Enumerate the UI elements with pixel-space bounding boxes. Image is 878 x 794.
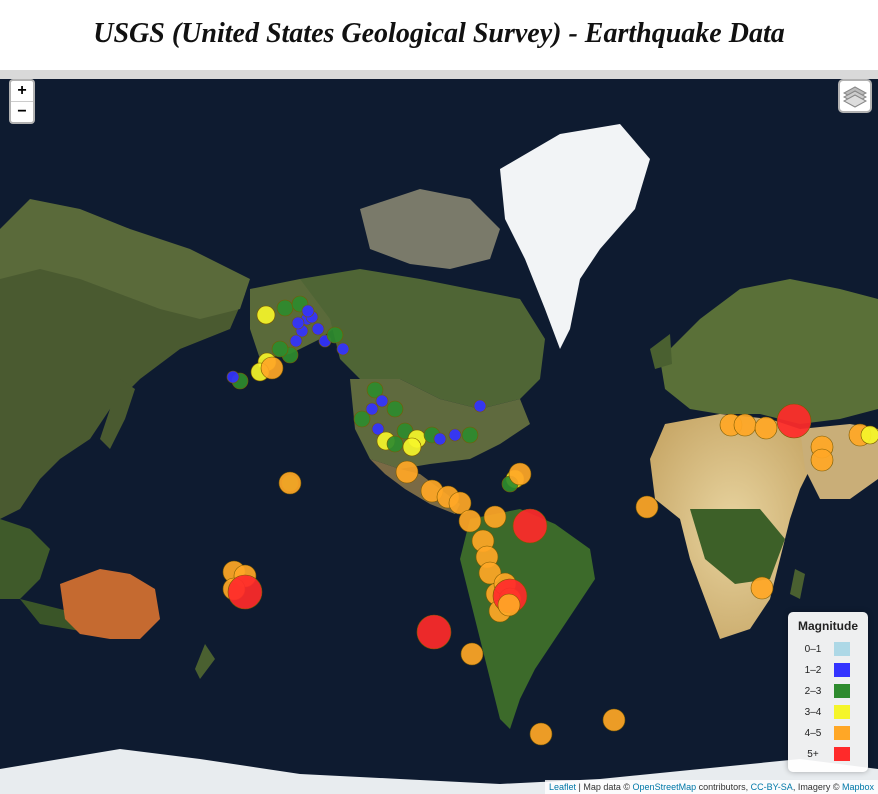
earthquake-marker[interactable] — [278, 471, 302, 495]
earthquake-marker[interactable] — [402, 437, 422, 457]
landmass-arctic-islands — [360, 189, 500, 269]
license-link[interactable]: CC-BY-SA — [750, 782, 793, 792]
legend-row: 2–3 — [788, 682, 868, 700]
zoom-out-button[interactable]: − — [11, 101, 33, 122]
earthquake-marker[interactable] — [810, 448, 834, 472]
earthquake-marker[interactable] — [256, 305, 276, 325]
earthquake-marker[interactable] — [395, 460, 419, 484]
earthquake-marker[interactable] — [289, 334, 303, 348]
earthquake-marker[interactable] — [386, 400, 404, 418]
earthquake-marker[interactable] — [416, 614, 452, 650]
landmass-japan — [100, 379, 135, 449]
earthquake-marker[interactable] — [271, 340, 289, 358]
legend-row: 0–1 — [788, 640, 868, 658]
legend-label: 3–4 — [804, 707, 822, 718]
earthquake-marker[interactable] — [448, 428, 462, 442]
earthquake-marker[interactable] — [336, 342, 350, 356]
page-title: USGS (United States Geological Survey) -… — [93, 18, 785, 49]
layers-control-button[interactable] — [838, 79, 872, 113]
landmass-canada — [300, 269, 545, 409]
earthquake-marker[interactable] — [508, 462, 532, 486]
earthquake-marker[interactable] — [311, 322, 325, 336]
earthquake-marker[interactable] — [276, 299, 294, 317]
earthquake-marker[interactable] — [460, 642, 484, 666]
legend-swatch — [834, 747, 850, 761]
legend-row: 1–2 — [788, 661, 868, 679]
legend-label: 4–5 — [804, 728, 822, 739]
landmass-europe — [660, 279, 878, 424]
legend-row: 4–5 — [788, 724, 868, 742]
earthquake-marker[interactable] — [326, 326, 344, 344]
legend-label: 5+ — [807, 749, 819, 760]
earthquake-marker[interactable] — [375, 394, 389, 408]
legend-title: Magnitude — [798, 619, 858, 633]
header-divider — [0, 70, 878, 79]
legend-label: 0–1 — [804, 644, 822, 655]
landmass-russia-far-east — [0, 199, 250, 319]
earthquake-marker[interactable] — [227, 574, 263, 610]
earthquake-marker[interactable] — [497, 593, 521, 617]
earthquake-marker[interactable] — [371, 422, 385, 436]
earthquake-marker[interactable] — [635, 495, 659, 519]
landmass-australia — [60, 569, 160, 639]
earthquake-marker[interactable] — [353, 410, 371, 428]
map-container[interactable] — [0, 79, 878, 794]
earthquake-marker[interactable] — [365, 402, 379, 416]
landmass-new-zealand — [195, 644, 215, 679]
earthquake-marker[interactable] — [458, 509, 482, 533]
legend-swatch — [834, 705, 850, 719]
landmass-uk — [650, 334, 672, 369]
map-attribution: Leaflet | Map data © OpenStreetMap contr… — [545, 780, 878, 794]
legend-swatch — [834, 684, 850, 698]
magnitude-legend: Magnitude 0–1 1–2 2–3 3–4 4–5 5+ — [788, 612, 868, 772]
attribution-text: | Map data © — [576, 782, 633, 792]
layers-icon — [842, 86, 868, 108]
landmass-se-asia — [0, 519, 50, 599]
earthquake-marker[interactable] — [461, 426, 479, 444]
osm-link[interactable]: OpenStreetMap — [632, 782, 697, 792]
earthquake-markers[interactable] — [222, 295, 878, 746]
earthquake-marker[interactable] — [226, 370, 240, 384]
earthquake-marker[interactable] — [366, 381, 384, 399]
earthquake-marker[interactable] — [291, 316, 305, 330]
leaflet-link[interactable]: Leaflet — [549, 782, 577, 792]
earthquake-marker[interactable] — [386, 435, 404, 453]
landmass-greenland — [500, 124, 650, 349]
earthquake-marker[interactable] — [754, 416, 778, 440]
earthquake-marker[interactable] — [733, 413, 757, 437]
earthquake-marker[interactable] — [433, 432, 447, 446]
legend-swatch — [834, 726, 850, 740]
page-header: USGS (United States Geological Survey) -… — [0, 0, 878, 70]
attribution-text: , Imagery © — [792, 782, 842, 792]
earthquake-marker[interactable] — [529, 722, 553, 746]
earthquake-marker[interactable] — [473, 399, 487, 413]
zoom-in-button[interactable]: + — [17, 82, 27, 99]
zoom-control: + − — [9, 79, 35, 124]
earthquake-marker[interactable] — [750, 576, 774, 600]
legend-label: 2–3 — [804, 686, 822, 697]
earthquake-marker[interactable] — [776, 403, 812, 439]
landmass-madagascar — [790, 569, 805, 599]
attribution-text: contributors, — [696, 782, 751, 792]
legend-label: 1–2 — [804, 665, 822, 676]
satellite-basemap[interactable] — [0, 79, 878, 794]
legend-swatch — [834, 642, 850, 656]
legend-row: 3–4 — [788, 703, 868, 721]
earthquake-marker[interactable] — [602, 708, 626, 732]
earthquake-marker[interactable] — [483, 505, 507, 529]
earthquake-marker[interactable] — [512, 508, 548, 544]
legend-swatch — [834, 663, 850, 677]
earthquake-marker[interactable] — [260, 356, 284, 380]
earthquake-marker[interactable] — [301, 304, 315, 318]
earthquake-marker[interactable] — [448, 491, 472, 515]
earthquake-marker[interactable] — [860, 425, 878, 445]
mapbox-link[interactable]: Mapbox — [841, 782, 874, 792]
legend-row: 5+ — [788, 745, 868, 763]
landmass-central-africa — [690, 509, 785, 584]
